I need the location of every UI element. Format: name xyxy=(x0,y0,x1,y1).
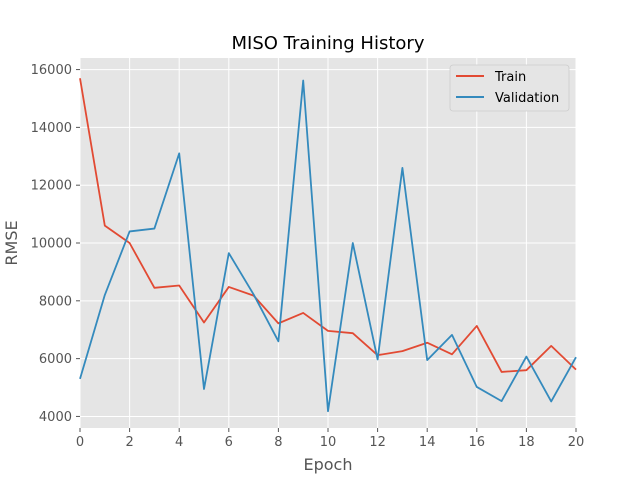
data-point-validation xyxy=(550,400,552,402)
data-point-validation xyxy=(302,79,304,81)
y-tick-label: 10000 xyxy=(31,237,72,252)
data-point-validation xyxy=(128,230,130,232)
x-tick-label: 4 xyxy=(175,435,183,450)
data-point-validation xyxy=(451,334,453,336)
data-point-validation xyxy=(426,359,428,361)
y-tick-label: 4000 xyxy=(39,410,72,425)
data-point-validation xyxy=(376,358,378,360)
data-point-validation xyxy=(104,294,106,296)
x-tick-label: 14 xyxy=(419,435,436,450)
x-tick-label: 0 xyxy=(76,435,84,450)
data-point-train xyxy=(500,371,502,373)
data-point-train xyxy=(352,332,354,334)
data-point-train xyxy=(178,284,180,286)
data-point-validation xyxy=(327,410,329,412)
x-tick-label: 8 xyxy=(274,435,282,450)
legend-label-train: Train xyxy=(494,70,526,85)
data-point-train xyxy=(153,287,155,289)
y-axis-label: RMSE xyxy=(2,220,21,265)
data-point-train xyxy=(476,325,478,327)
data-point-train xyxy=(203,321,205,323)
y-axis: 4000 6000 8000 10000 12000 14000 16000 xyxy=(31,63,80,425)
x-axis-label: Epoch xyxy=(304,455,353,474)
x-tick-label: 12 xyxy=(369,435,386,450)
data-point-validation xyxy=(203,388,205,390)
data-point-validation xyxy=(352,242,354,244)
series-layer xyxy=(79,77,577,413)
x-tick-label: 10 xyxy=(320,435,337,450)
y-tick-label: 16000 xyxy=(31,63,72,78)
data-point-train xyxy=(575,368,577,370)
data-point-train xyxy=(525,369,527,371)
data-point-train xyxy=(550,345,552,347)
x-tick-label: 2 xyxy=(125,435,133,450)
chart-title: MISO Training History xyxy=(232,33,425,54)
data-point-validation xyxy=(575,356,577,358)
y-tick-label: 12000 xyxy=(31,179,72,194)
data-point-train xyxy=(327,330,329,332)
data-point-train xyxy=(302,312,304,314)
legend: Train Validation xyxy=(449,64,570,112)
data-point-validation xyxy=(178,152,180,154)
data-point-train xyxy=(104,224,106,226)
data-point-train xyxy=(426,342,428,344)
data-point-validation xyxy=(525,355,527,357)
grid xyxy=(79,58,577,428)
data-point-validation xyxy=(153,227,155,229)
data-point-validation xyxy=(476,386,478,388)
y-tick-label: 14000 xyxy=(31,121,72,136)
series-line-validation xyxy=(79,79,577,413)
data-point-validation xyxy=(228,252,230,254)
legend-label-validation: Validation xyxy=(495,91,559,106)
x-tick-label: 16 xyxy=(469,435,486,450)
data-point-validation xyxy=(277,340,279,342)
y-tick-label: 8000 xyxy=(39,294,72,309)
data-point-validation xyxy=(401,167,403,169)
data-point-validation xyxy=(252,293,254,295)
data-point-train xyxy=(228,286,230,288)
series-line-train xyxy=(79,78,577,373)
data-point-train xyxy=(401,350,403,352)
data-point-train xyxy=(128,242,130,244)
x-tick-label: 6 xyxy=(225,435,233,450)
data-point-validation xyxy=(79,378,81,380)
data-point-train xyxy=(451,353,453,355)
x-tick-label: 20 xyxy=(568,435,585,450)
y-tick-label: 6000 xyxy=(39,352,72,367)
data-point-train xyxy=(79,77,81,79)
x-tick-label: 18 xyxy=(518,435,535,450)
data-point-validation xyxy=(500,400,502,402)
x-axis: 0 2 4 6 8 10 12 14 16 18 20 xyxy=(76,428,584,450)
